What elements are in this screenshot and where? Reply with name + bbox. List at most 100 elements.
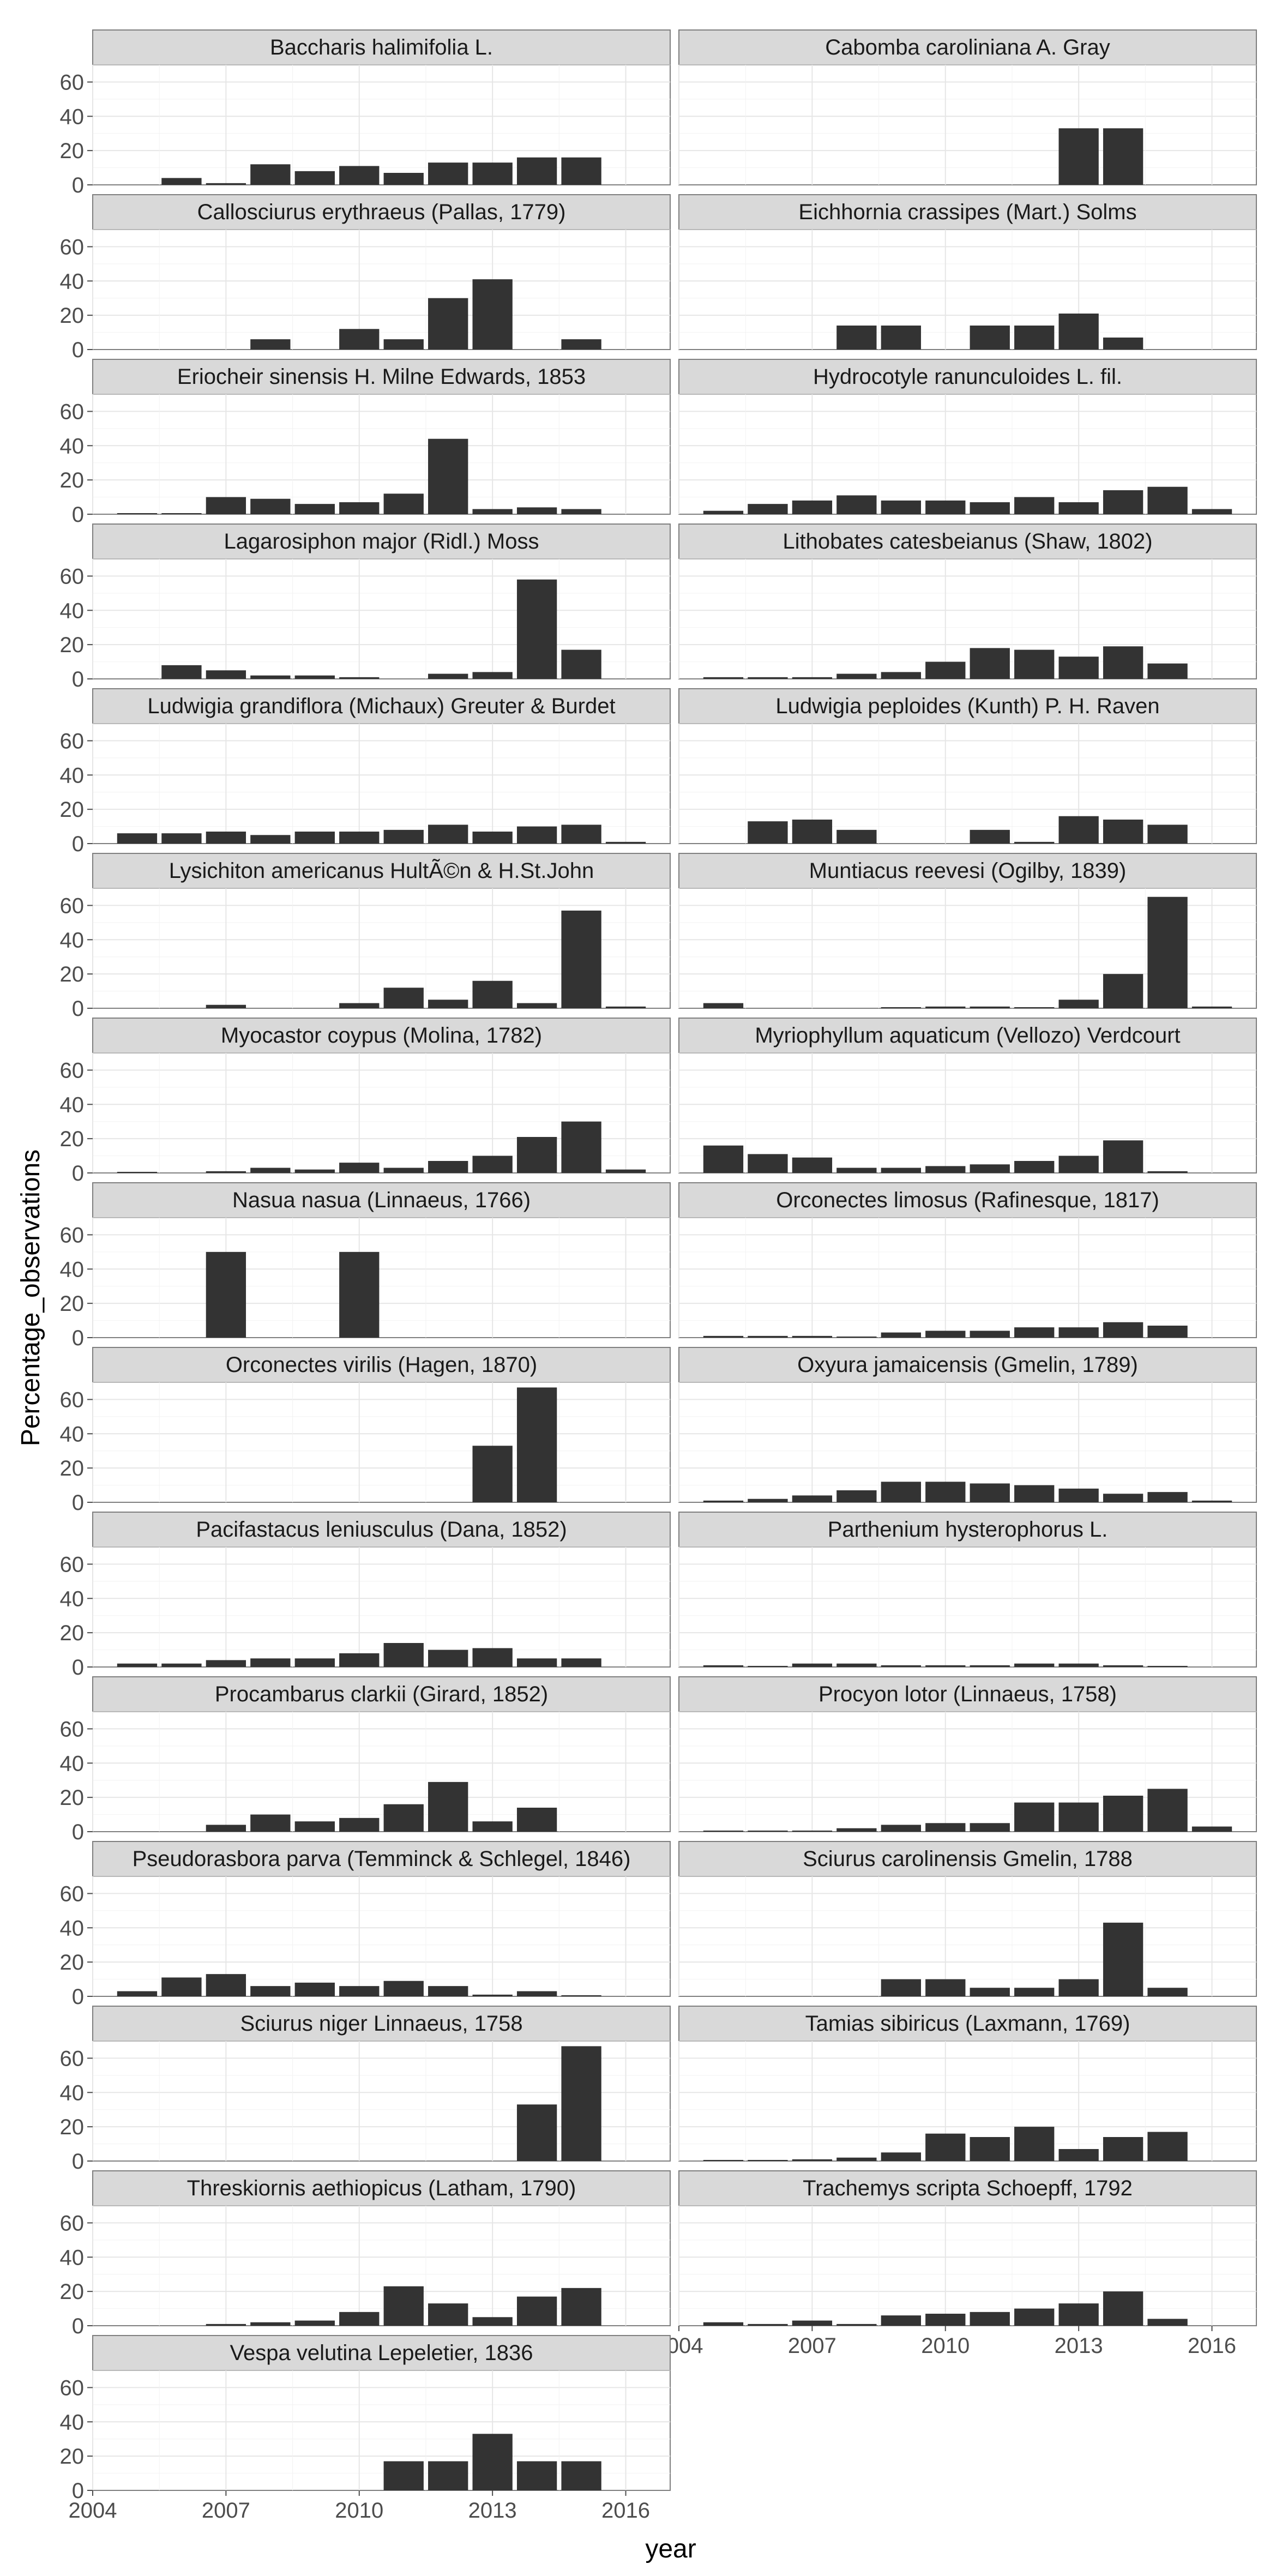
bar: [970, 1483, 1010, 1502]
bar: [1058, 314, 1099, 350]
bar: [1191, 509, 1232, 514]
bar: [881, 1167, 921, 1173]
bar: [117, 833, 158, 844]
bar: [250, 1167, 291, 1173]
bar: [1103, 2137, 1143, 2161]
panel-background: [92, 394, 671, 515]
bar: [383, 829, 424, 844]
y-tick-label: 40: [60, 434, 85, 458]
bar: [970, 326, 1010, 350]
facet-panel: Sciurus carolinensis Gmelin, 1788: [678, 1841, 1257, 1997]
bar: [472, 1821, 513, 1832]
bar: [1103, 338, 1143, 350]
panel-background: [678, 1217, 1257, 1338]
y-tick-label: 40: [60, 2410, 85, 2434]
y-tick-label: 40: [60, 1752, 85, 1775]
bar: [339, 1817, 380, 1832]
facet-panel: Myocastor coypus (Molina, 1782) 0 20 40 60: [60, 1018, 671, 1185]
y-tick-label: 0: [72, 1161, 84, 1185]
bar: [516, 1808, 557, 1832]
panel-background: [92, 229, 671, 350]
bar: [881, 2315, 921, 2326]
bar: [294, 2320, 335, 2326]
bar: [1191, 1500, 1232, 1502]
bar: [294, 675, 335, 679]
bar: [1058, 2149, 1099, 2161]
bar: [1147, 896, 1188, 1008]
bar: [792, 1831, 833, 1832]
facet-title: Procambarus clarkii (Girard, 1852): [215, 1682, 548, 1706]
y-tick-label: 40: [60, 1257, 85, 1281]
panel-background: [92, 1711, 671, 1832]
facet-title: Myocastor coypus (Molina, 1782): [221, 1024, 542, 1048]
y-tick-label: 60: [60, 1223, 85, 1247]
bar: [428, 673, 468, 679]
bar: [1058, 657, 1099, 679]
bar: [748, 2324, 788, 2326]
panel-background: [678, 1876, 1257, 1997]
bar: [339, 677, 380, 679]
bar: [206, 1660, 246, 1667]
bar: [1014, 1007, 1055, 1008]
bar: [428, 1161, 468, 1173]
facet-panel: Baccharis halimifolia L. 0 20 40 60: [60, 29, 671, 197]
bar: [206, 1171, 246, 1173]
facet-title: Lysichiton americanus HultÃ©n & H.St.Joh…: [169, 858, 594, 883]
y-tick-label: 20: [60, 304, 85, 328]
facet-title: Vespa velutina Lepeletier, 1836: [230, 2341, 533, 2365]
bar: [925, 500, 966, 514]
y-tick-label: 40: [60, 2081, 85, 2105]
facet-title: Lagarosiphon major (Ridl.) Moss: [224, 529, 539, 553]
facet-panel: Orconectes virilis (Hagen, 1870) 0 20 40 60: [60, 1347, 671, 1515]
bar: [472, 1446, 513, 1502]
bar: [383, 339, 424, 350]
y-tick-label: 20: [60, 2445, 85, 2469]
panel-background: [678, 558, 1257, 679]
y-tick-label: 60: [60, 2211, 85, 2235]
facet-strip: [678, 2170, 1257, 2206]
y-tick-label: 0: [72, 503, 84, 527]
bar: [970, 1331, 1010, 1338]
bar: [925, 2133, 966, 2161]
y-tick-label: 0: [72, 1985, 84, 2009]
bar: [339, 1653, 380, 1667]
bar: [339, 329, 380, 350]
bar: [161, 1663, 202, 1667]
facet-title: Threskiornis aethiopicus (Latham, 1790): [187, 2176, 576, 2200]
facet-strip: [92, 1841, 671, 1877]
bar: [428, 438, 468, 514]
bar: [1147, 1326, 1188, 1338]
facet-title: Myriophyllum aquaticum (Vellozo) Verdcou…: [755, 1024, 1180, 1048]
y-tick-label: 40: [60, 928, 85, 952]
bar: [561, 2461, 601, 2490]
bar: [206, 1004, 246, 1008]
bar: [1147, 1171, 1188, 1173]
bar: [1014, 2308, 1055, 2326]
bar: [1103, 2291, 1143, 2326]
bar: [925, 1482, 966, 1502]
facet-strip: [678, 1512, 1257, 1548]
bar: [792, 1663, 833, 1667]
y-tick-label: 20: [60, 139, 85, 163]
bar: [294, 504, 335, 514]
bar: [561, 157, 601, 185]
facet-strip: [92, 194, 671, 230]
bar: [1103, 1322, 1143, 1338]
facet-panel: Pseudorasbora parva (Temminck & Schlegel…: [60, 1841, 671, 2009]
y-tick-label: 60: [60, 235, 85, 259]
bar: [250, 339, 291, 350]
bar: [1014, 326, 1055, 350]
bar: [748, 1831, 788, 1832]
bar: [970, 502, 1010, 514]
bar: [206, 1974, 246, 1996]
facet-strip: [678, 194, 1257, 230]
bar: [161, 1977, 202, 1996]
bar: [250, 1658, 291, 1667]
bar: [161, 833, 202, 844]
bar: [925, 1166, 966, 1173]
bar: [472, 2434, 513, 2490]
facet-title: Baccharis halimifolia L.: [270, 35, 493, 59]
bar: [748, 1666, 788, 1667]
panels: Baccharis halimifolia L. 0 20 40 60 Cabomba c…: [60, 29, 1257, 2523]
bar: [836, 326, 877, 350]
